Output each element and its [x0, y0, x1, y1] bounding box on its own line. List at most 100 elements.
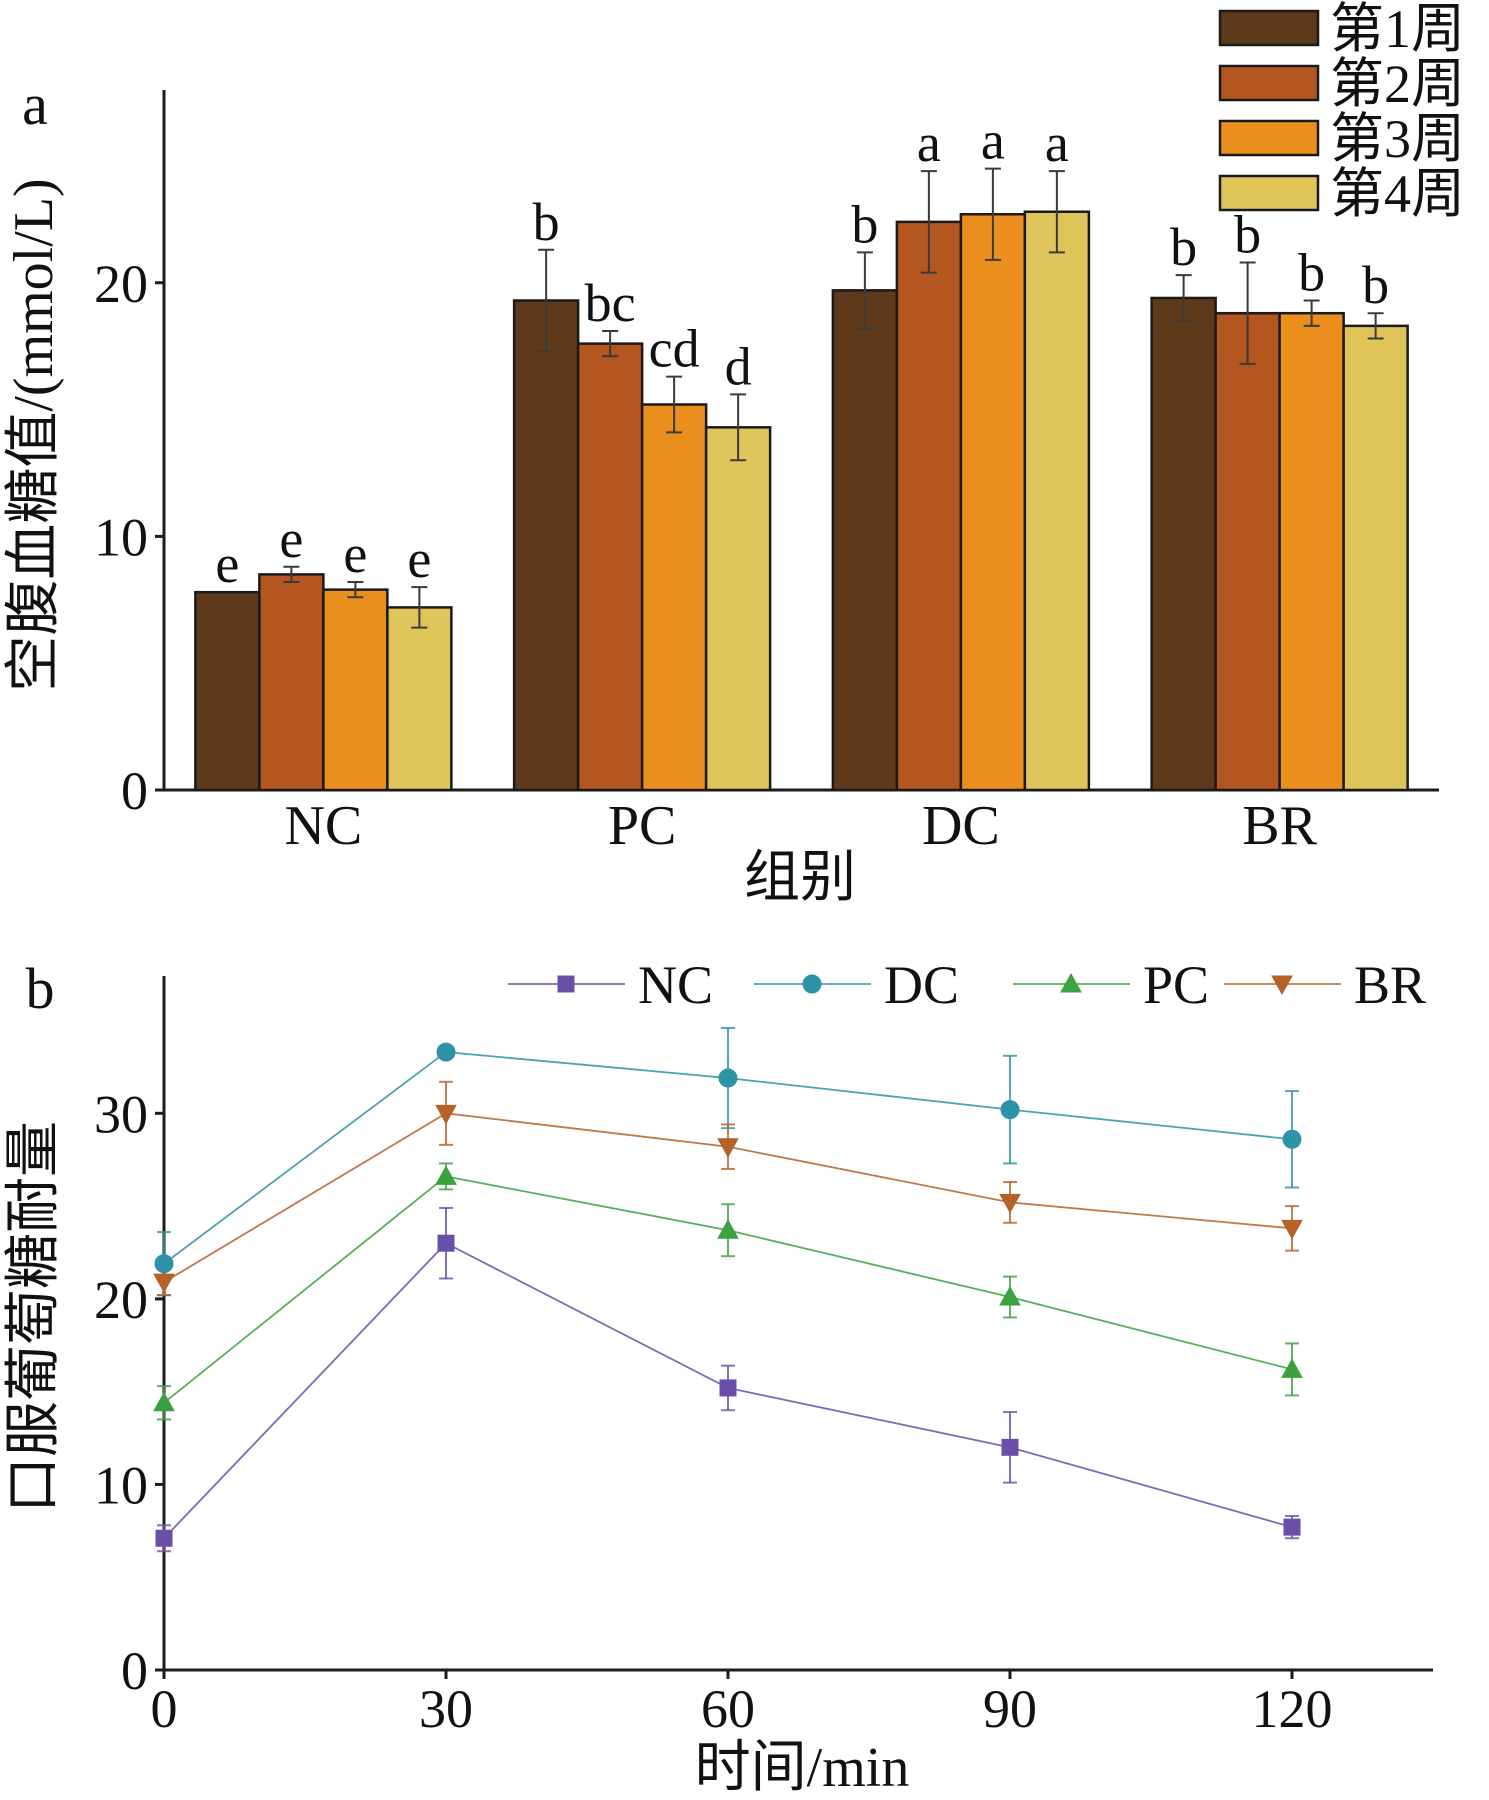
significance-label-nc-week-4: e	[407, 529, 431, 589]
bar-br-week-3	[1278, 311, 1345, 792]
bar-br-week-4	[1342, 324, 1409, 792]
significance-label-pc-week-1: b	[533, 192, 560, 252]
y-tick-label: 30	[94, 1084, 148, 1144]
error-bar-pc-week-2	[602, 329, 619, 358]
point-dc-t90	[1000, 1100, 1020, 1120]
legend-label: 第4周	[1330, 164, 1465, 224]
bar-nc-week-2	[258, 573, 325, 792]
panel-label-b: b	[26, 956, 55, 1021]
legend-label: 第2周	[1330, 54, 1465, 114]
error-bar-dc-week-2	[920, 170, 937, 274]
significance-label-br-week-2: b	[1234, 204, 1261, 264]
point-nc-t30	[437, 1234, 455, 1252]
point-dc-t60	[718, 1068, 738, 1088]
legend-marker	[557, 975, 575, 993]
y-tick-label: 10	[94, 507, 148, 567]
category-label-pc: PC	[608, 795, 677, 857]
significance-label-pc-week-3: cd	[649, 319, 700, 379]
point-br-t60	[717, 1138, 739, 1158]
point-pc-t90	[999, 1285, 1021, 1306]
bar-br-week-2	[1214, 311, 1281, 792]
y-tick-label: 0	[121, 1641, 148, 1701]
error-bar-dc-week-1	[856, 251, 873, 330]
bar-pc-week-4	[704, 426, 772, 792]
category-label-dc: DC	[922, 795, 1000, 857]
legend-swatch	[1218, 9, 1320, 47]
y-tick-label: 20	[94, 254, 148, 314]
y-tick-label: 20	[94, 1270, 148, 1330]
point-pc-t120	[1281, 1358, 1303, 1378]
point-br-t0	[153, 1273, 175, 1294]
significance-label-br-week-3: b	[1298, 243, 1325, 303]
point-nc-t0	[155, 1529, 173, 1547]
y-tick-label: 0	[121, 761, 148, 821]
point-nc-t120	[1283, 1518, 1301, 1536]
significance-label-pc-week-4: d	[725, 336, 752, 396]
error-bar-nc-week-4	[411, 586, 428, 629]
error-bar-pc-week-1	[538, 248, 555, 353]
legend-swatch	[1218, 119, 1320, 157]
point-dc-t30	[436, 1042, 456, 1062]
bar-nc-week-3	[322, 588, 389, 792]
x-tick-label: 120	[1252, 1679, 1333, 1739]
x-axis-label-a: 组别	[744, 847, 856, 909]
x-tick-label: 60	[701, 1679, 755, 1739]
error-bar-nc-week-2	[283, 565, 300, 584]
significance-label-nc-week-3: e	[343, 524, 367, 584]
y-tick-label: 10	[94, 1455, 148, 1515]
panel-label-a: a	[22, 72, 48, 137]
point-dc-t0	[154, 1254, 174, 1274]
bar-dc-week-4	[1023, 210, 1091, 792]
point-br-t30	[435, 1104, 457, 1125]
significance-label-br-week-1: b	[1170, 217, 1197, 277]
legend-label: BR	[1354, 955, 1426, 1015]
point-dc-t120	[1282, 1129, 1302, 1149]
legend-item-week-1: 第1周	[1218, 0, 1465, 59]
bar-pc-week-1	[512, 299, 580, 792]
y-axis-label-b: 口服葡萄糖耐量	[3, 1121, 65, 1513]
chart-b-plot-area: 0 10 20 30 0 30 60 90 120	[94, 976, 1433, 1739]
legend-item-br: BR	[1224, 955, 1426, 1015]
significance-label-nc-week-2: e	[279, 509, 303, 569]
error-bar-dc-week-3	[984, 167, 1001, 261]
error-bar-pc-week-3	[666, 375, 683, 434]
x-tick-label: 0	[151, 1679, 178, 1739]
significance-label-dc-week-4: a	[1045, 113, 1069, 173]
legend-marker	[1271, 975, 1293, 996]
significance-label-nc-week-1: e	[215, 534, 239, 594]
legend-marker	[1060, 972, 1082, 993]
error-bar-nc-week-3	[347, 581, 364, 599]
error-bar-dc-week-4	[1048, 170, 1065, 254]
x-tick-label: 30	[419, 1679, 473, 1739]
bar-pc-week-3	[640, 403, 708, 792]
point-pc-t60	[717, 1219, 739, 1239]
significance-label-dc-week-1: b	[851, 194, 878, 254]
bar-dc-week-3	[959, 213, 1027, 792]
point-nc-t60	[719, 1379, 737, 1397]
legend-swatch	[1218, 174, 1320, 212]
legend-swatch	[1218, 64, 1320, 102]
legend-marker	[802, 974, 822, 994]
significance-label-br-week-4: b	[1362, 255, 1389, 315]
bar-nc-week-1	[194, 590, 261, 792]
significance-label-dc-week-2: a	[917, 113, 941, 173]
x-tick-label: 90	[983, 1679, 1037, 1739]
bar-pc-week-2	[576, 342, 644, 792]
legend-item-week-4: 第4周	[1218, 164, 1465, 224]
bar-dc-week-1	[831, 289, 899, 792]
significance-label-pc-week-2: bc	[585, 273, 636, 333]
category-label-nc: NC	[284, 795, 362, 857]
point-pc-t0	[153, 1391, 175, 1412]
chart-b-legend: NC DC PC BR	[508, 955, 1426, 1015]
error-bar-br-week-4	[1367, 312, 1384, 340]
legend-item-pc: PC	[1013, 955, 1209, 1015]
bar-dc-week-2	[895, 220, 963, 792]
y-axis-label-a: 空腹血糖值/(mmol/L)	[3, 178, 65, 691]
chart-b-glucose-tolerance-line-chart: b 口服葡萄糖耐量 时间/min 0 10 20 30 0 30 60 90 120 NC DC P…	[3, 955, 1433, 1799]
bar-nc-week-4	[386, 606, 453, 792]
point-nc-t90	[1001, 1438, 1019, 1456]
